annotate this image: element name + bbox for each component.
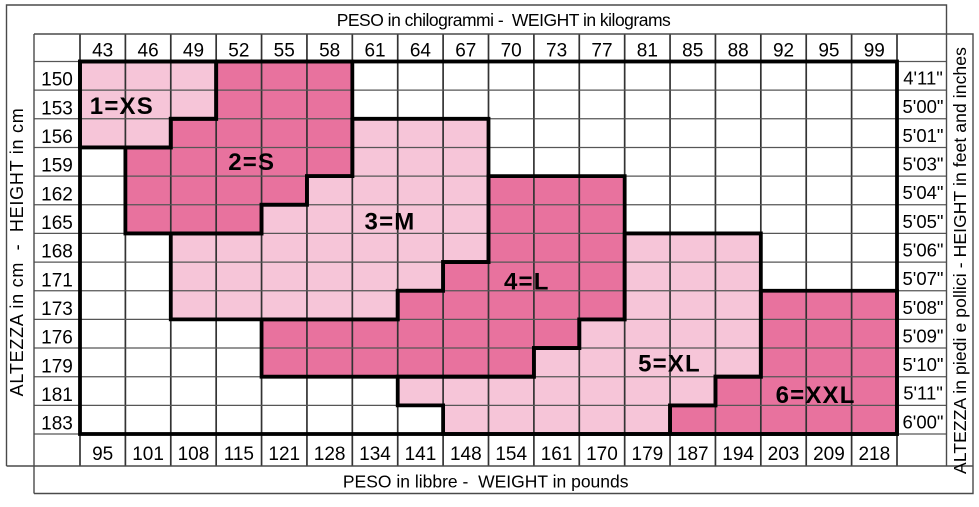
- svg-text:171: 171: [41, 270, 73, 291]
- svg-text:179: 179: [632, 444, 664, 465]
- svg-text:168: 168: [41, 242, 73, 263]
- svg-text:162: 162: [41, 184, 73, 205]
- svg-text:176: 176: [41, 328, 73, 349]
- svg-text:173: 173: [41, 299, 73, 320]
- svg-text:5'07": 5'07": [903, 268, 944, 289]
- svg-text:77: 77: [591, 41, 612, 62]
- svg-text:95: 95: [92, 444, 113, 465]
- svg-text:46: 46: [138, 41, 159, 62]
- svg-text:156: 156: [41, 127, 73, 148]
- svg-text:165: 165: [41, 213, 73, 234]
- svg-text:81: 81: [637, 41, 658, 62]
- svg-text:128: 128: [314, 444, 346, 465]
- svg-text:5'03": 5'03": [903, 153, 944, 174]
- svg-text:134: 134: [359, 444, 391, 465]
- svg-text:85: 85: [682, 41, 703, 62]
- svg-text:95: 95: [818, 41, 839, 62]
- svg-text:73: 73: [546, 41, 567, 62]
- svg-text:PESO in chilogrammi - WEIGHT: PESO in chilogrammi - WEIGHT in kilogram…: [337, 10, 671, 30]
- svg-text:5'10": 5'10": [903, 354, 944, 375]
- svg-text:5'00": 5'00": [903, 96, 944, 117]
- svg-text:49: 49: [183, 41, 204, 62]
- svg-text:5'11": 5'11": [903, 383, 943, 404]
- svg-text:67: 67: [455, 41, 476, 62]
- svg-text:4=L: 4=L: [504, 268, 550, 295]
- svg-text:5=XL: 5=XL: [638, 351, 701, 378]
- svg-text:153: 153: [41, 98, 73, 119]
- svg-text:115: 115: [224, 444, 254, 465]
- svg-text:101: 101: [132, 444, 164, 465]
- svg-text:161: 161: [541, 444, 573, 465]
- svg-text:108: 108: [178, 444, 210, 465]
- svg-text:61: 61: [364, 41, 385, 62]
- svg-text:PESO in libbre - WEIGHT in po: PESO in libbre - WEIGHT in pounds: [343, 471, 629, 491]
- svg-text:5'06": 5'06": [903, 239, 944, 260]
- svg-text:179: 179: [41, 356, 73, 377]
- svg-text:194: 194: [722, 444, 754, 465]
- svg-text:92: 92: [773, 41, 794, 62]
- svg-text:ALTEZZA in piedi e pollici - H: ALTEZZA in piedi e pollici - HEIGHT in f…: [950, 47, 970, 474]
- svg-text:52: 52: [228, 41, 249, 62]
- svg-text:159: 159: [41, 156, 73, 177]
- svg-text:203: 203: [768, 444, 800, 465]
- svg-text:5'01": 5'01": [903, 125, 944, 146]
- svg-text:3=M: 3=M: [365, 208, 416, 235]
- svg-text:187: 187: [677, 444, 709, 465]
- svg-text:43: 43: [92, 41, 113, 62]
- svg-text:1=XS: 1=XS: [90, 93, 154, 120]
- svg-text:218: 218: [858, 444, 890, 465]
- svg-text:99: 99: [864, 41, 885, 62]
- svg-text:2=S: 2=S: [228, 149, 275, 176]
- svg-text:5'04": 5'04": [903, 182, 944, 203]
- svg-text:148: 148: [450, 444, 482, 465]
- svg-text:150: 150: [41, 70, 73, 91]
- svg-text:121: 121: [268, 444, 300, 465]
- svg-text:6'00": 6'00": [903, 411, 944, 432]
- svg-text:181: 181: [41, 385, 73, 406]
- svg-text:5'08": 5'08": [903, 297, 944, 318]
- svg-text:ALTEZZA in cm - HEIGHT in cm: ALTEZZA in cm - HEIGHT in cm: [7, 107, 27, 396]
- svg-text:5'05": 5'05": [903, 211, 944, 232]
- svg-text:183: 183: [41, 414, 73, 435]
- svg-text:55: 55: [274, 41, 295, 62]
- svg-text:209: 209: [813, 444, 845, 465]
- svg-text:141: 141: [405, 444, 437, 465]
- svg-text:4'11": 4'11": [903, 68, 943, 89]
- svg-text:170: 170: [586, 444, 618, 465]
- svg-text:5'09": 5'09": [903, 325, 944, 346]
- svg-text:154: 154: [495, 444, 527, 465]
- svg-text:88: 88: [728, 41, 749, 62]
- svg-text:64: 64: [410, 41, 432, 62]
- svg-text:6=XXL: 6=XXL: [776, 382, 856, 409]
- svg-text:70: 70: [501, 41, 522, 62]
- svg-text:58: 58: [319, 41, 340, 62]
